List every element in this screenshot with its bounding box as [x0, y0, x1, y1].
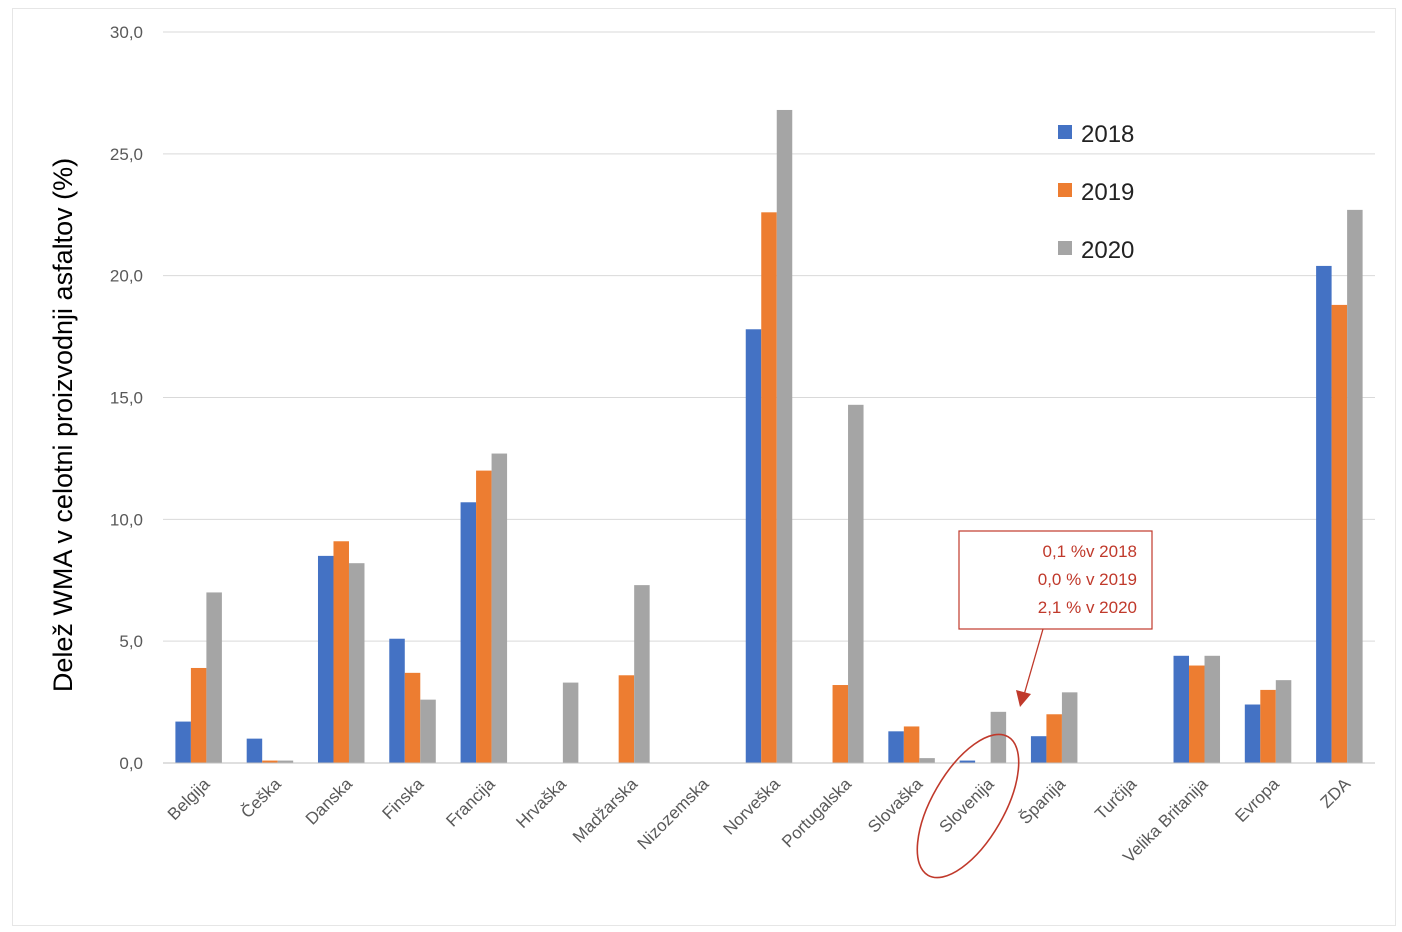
- bar-2018: [745, 329, 762, 763]
- bar-2018: [175, 721, 191, 763]
- x-tick-label: Češka: [237, 774, 285, 822]
- y-axis-label: Delež WMA v celotni proizvodnji asfaltov…: [48, 158, 78, 692]
- bar-2020: [1204, 655, 1221, 763]
- bar-2018: [389, 638, 405, 763]
- x-tick-label: Hrvaška: [512, 774, 570, 832]
- bar-2020: [634, 585, 650, 763]
- bar-2019: [262, 760, 278, 763]
- legend-swatch: [1058, 241, 1072, 255]
- y-tick-label: 10,0: [110, 510, 143, 529]
- bar-2019: [618, 675, 635, 763]
- bar-2020: [1275, 680, 1292, 763]
- bars: [175, 109, 1363, 764]
- bar-2019: [1260, 689, 1276, 763]
- x-tick-label: Evropa: [1231, 774, 1283, 826]
- bar-2019: [404, 672, 421, 763]
- bar-2018: [888, 731, 904, 763]
- x-tick-label: Madžarska: [569, 774, 642, 847]
- x-tick-label: Danska: [302, 774, 357, 829]
- legend-label: 2020: [1081, 237, 1134, 264]
- bar-2020: [420, 699, 436, 763]
- bar-2018: [1244, 704, 1261, 763]
- bar-2020: [990, 711, 1007, 763]
- bar-2019: [190, 667, 207, 763]
- annotation-line: 0,0 % v 2019: [1038, 570, 1137, 589]
- bar-2018: [1173, 655, 1190, 763]
- bar-2020: [919, 758, 935, 763]
- annotation-line: 0,1 %v 2018: [1042, 542, 1137, 561]
- bar-2020: [776, 109, 793, 764]
- gridlines: [163, 31, 1375, 642]
- legend-label: 2018: [1081, 121, 1134, 148]
- x-tick-label: Slovenija: [935, 774, 998, 837]
- x-tick-label: Portugalska: [778, 774, 855, 851]
- bar-2018: [317, 555, 334, 763]
- bar-2019: [1189, 665, 1205, 763]
- annotation-arrow-line: [1023, 628, 1044, 696]
- x-tick-label: Turčija: [1091, 774, 1140, 823]
- y-tick-label: 20,0: [110, 267, 143, 286]
- bar-2018: [460, 502, 477, 763]
- y-tick-label: 25,0: [110, 145, 143, 164]
- y-axis-ticks: 0,0 5,0 10,0 15,0 20,0 25,0 30,0: [110, 23, 143, 773]
- bar-2019: [333, 541, 349, 763]
- y-tick-label: 15,0: [110, 389, 143, 408]
- chart-frame: [12, 8, 1396, 926]
- x-tick-label: Nizozemska: [634, 774, 713, 853]
- annotation-line: 2,1 % v 2020: [1038, 598, 1137, 617]
- bar-2020: [1061, 692, 1078, 763]
- y-tick-label: 30,0: [110, 23, 143, 42]
- bar-2020: [206, 592, 222, 763]
- annotation-box: [958, 530, 1153, 630]
- x-tick-label: Norveška: [720, 774, 785, 839]
- bar-2020: [348, 563, 365, 763]
- bar-2019: [1331, 304, 1348, 763]
- annotation: 0,1 %v 2018 0,0 % v 2019 2,1 % v 2020: [916, 530, 1153, 879]
- y-tick-label: 5,0: [119, 632, 143, 651]
- x-axis-ticks: Belgija Češka Danska Finska Francija Hrvaška M…: [164, 774, 1355, 867]
- bar-2020: [491, 453, 508, 763]
- bar-2018: [1316, 265, 1332, 763]
- x-tick-label: Španija: [1015, 774, 1069, 828]
- legend-swatch: [1058, 125, 1072, 139]
- legend: 2018 2019 2020: [1058, 121, 1134, 264]
- annotation-arrowhead: [1016, 690, 1031, 707]
- x-tick-label: Slovaška: [864, 774, 927, 837]
- bar-2020: [848, 404, 864, 763]
- x-tick-label: Belgija: [164, 774, 214, 824]
- bar-2020: [1347, 209, 1363, 764]
- bar-2019: [476, 470, 492, 763]
- x-tick-label: ZDA: [1317, 774, 1355, 812]
- bar-2018: [1030, 736, 1047, 763]
- legend-label: 2019: [1081, 179, 1134, 206]
- bar-2019: [832, 685, 849, 763]
- y-tick-label: 0,0: [119, 754, 143, 773]
- x-tick-label: Finska: [379, 774, 428, 823]
- bar-2019: [761, 212, 777, 763]
- bar-2018: [959, 760, 976, 763]
- bar-2020: [277, 760, 294, 763]
- slovenija-highlight-ellipse: [916, 733, 1020, 879]
- x-tick-label: Francija: [442, 774, 499, 831]
- bar-2020: [562, 682, 579, 763]
- bar-2019: [903, 726, 920, 763]
- legend-swatch: [1058, 183, 1072, 197]
- bar-2019: [1046, 714, 1062, 763]
- bar-2018: [246, 738, 263, 763]
